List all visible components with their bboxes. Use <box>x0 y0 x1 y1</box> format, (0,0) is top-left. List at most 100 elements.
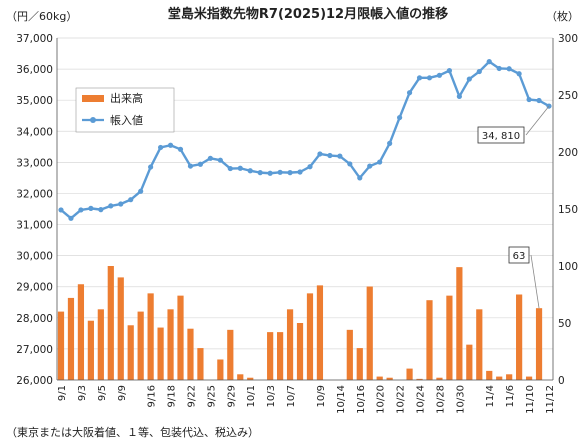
volume-bar <box>267 332 274 380</box>
settlement-point <box>227 165 233 172</box>
left-tick-label: 35,000 <box>16 95 53 107</box>
left-tick-label: 37,000 <box>16 33 53 45</box>
left-tick-label: 26,000 <box>16 375 53 387</box>
x-tick-label: 10/24 <box>416 385 427 414</box>
settlement-point <box>317 151 323 157</box>
volume-bar <box>167 309 174 380</box>
annotation-last-price: 34, 810 <box>477 105 550 144</box>
x-tick-label: 11/4 <box>485 385 496 407</box>
settlement-point <box>526 96 532 103</box>
settlement-point <box>506 66 512 72</box>
volume-bars <box>57 266 543 380</box>
settlement-point <box>476 68 482 75</box>
settlement-point <box>58 207 64 213</box>
volume-bar <box>127 325 134 380</box>
annotation-last-price-text: 34, 810 <box>482 131 520 142</box>
settlement-point <box>167 142 174 148</box>
settlement-point <box>496 65 502 72</box>
right-tick-label: 0 <box>558 375 565 387</box>
volume-bar <box>406 368 413 380</box>
x-tick-label: 10/20 <box>376 385 387 414</box>
volume-bar <box>57 311 65 380</box>
volume-bar <box>67 297 75 380</box>
left-tick-label: 30,000 <box>16 251 53 263</box>
settlement-point <box>397 114 403 121</box>
volume-bar <box>97 309 104 380</box>
volume-bar <box>227 329 234 380</box>
volume-bar <box>147 293 154 380</box>
volume-bar <box>286 309 294 380</box>
x-tick-label: 9/3 <box>77 385 88 401</box>
volume-bar <box>277 332 284 380</box>
volume-bar <box>197 348 204 380</box>
right-tick-label: 50 <box>558 318 571 330</box>
x-tick-label: 10/16 <box>356 385 367 414</box>
settlement-point <box>177 146 184 152</box>
right-tick-label: 300 <box>558 33 578 45</box>
x-tick-label: 11/10 <box>525 385 536 414</box>
volume-bar <box>356 348 363 380</box>
x-tick-label: 10/1 <box>246 385 257 407</box>
legend-label-volume: 出来高 <box>110 91 143 105</box>
settlement-point <box>307 164 313 170</box>
x-tick-label: 10/9 <box>316 385 327 407</box>
volume-bar <box>516 294 523 380</box>
settlement-point <box>118 201 124 207</box>
left-tick-label: 34,000 <box>16 126 53 138</box>
legend: 出来高 帳入値 <box>75 87 175 133</box>
left-tick-label: 33,000 <box>16 157 53 169</box>
settlement-point <box>247 168 253 174</box>
settlement-point <box>128 197 134 203</box>
settlement-point <box>217 157 223 163</box>
settlement-point <box>257 170 263 176</box>
x-tick-label: 11/6 <box>505 385 516 407</box>
settlement-point <box>456 93 462 100</box>
volume-bar <box>366 286 373 380</box>
settlement-point <box>68 215 74 221</box>
axes <box>56 38 554 381</box>
x-tick-label: 10/30 <box>455 385 466 414</box>
volume-bar <box>506 374 513 380</box>
x-tick-label: 10/3 <box>266 385 277 407</box>
settlement-point <box>148 164 154 170</box>
volume-bar <box>296 323 304 380</box>
volume-bar <box>217 359 224 380</box>
settlement-point <box>406 90 413 96</box>
settlement-point <box>277 169 283 175</box>
x-tick-label: 11/12 <box>545 385 556 414</box>
x-tick-label: 9/22 <box>186 385 197 407</box>
volume-bar <box>187 328 194 380</box>
annotation-last-price-leader <box>525 105 550 136</box>
settlement-point <box>377 159 383 165</box>
settlement-point <box>108 203 114 209</box>
settlement-point <box>347 161 353 167</box>
settlement-point <box>337 153 343 159</box>
settlement-point <box>157 144 164 151</box>
volume-bar <box>316 285 324 380</box>
volume-bar <box>376 376 383 380</box>
volume-bar <box>496 376 503 380</box>
volume-bar <box>346 329 353 380</box>
settlement-point <box>536 97 542 104</box>
volume-bar <box>107 266 114 380</box>
x-tick-label: 10/7 <box>286 385 297 407</box>
settlement-point <box>237 165 243 171</box>
tick-labels: 26,000 27,000 28,000 29,000 30,000 31,000 32,0… <box>16 33 578 414</box>
settlement-point <box>78 207 84 213</box>
volume-bar <box>426 300 433 380</box>
settlement-line-path <box>60 60 550 220</box>
x-tick-label: 9/9 <box>117 385 128 401</box>
left-axis-label: （円／60kg） <box>6 10 77 23</box>
chart-title: 堂島米指数先物R7(2025)12月限帳入値の推移 <box>168 6 448 22</box>
settlement-point <box>466 76 472 82</box>
settlement-point <box>207 155 213 161</box>
left-tick-label: 27,000 <box>16 344 53 356</box>
right-axis-label: （枚） <box>546 9 579 23</box>
volume-bar <box>177 295 184 380</box>
settlement-point <box>197 161 204 167</box>
volume-bar <box>117 277 124 380</box>
settlement-point <box>287 170 293 176</box>
volume-bar <box>476 309 483 380</box>
